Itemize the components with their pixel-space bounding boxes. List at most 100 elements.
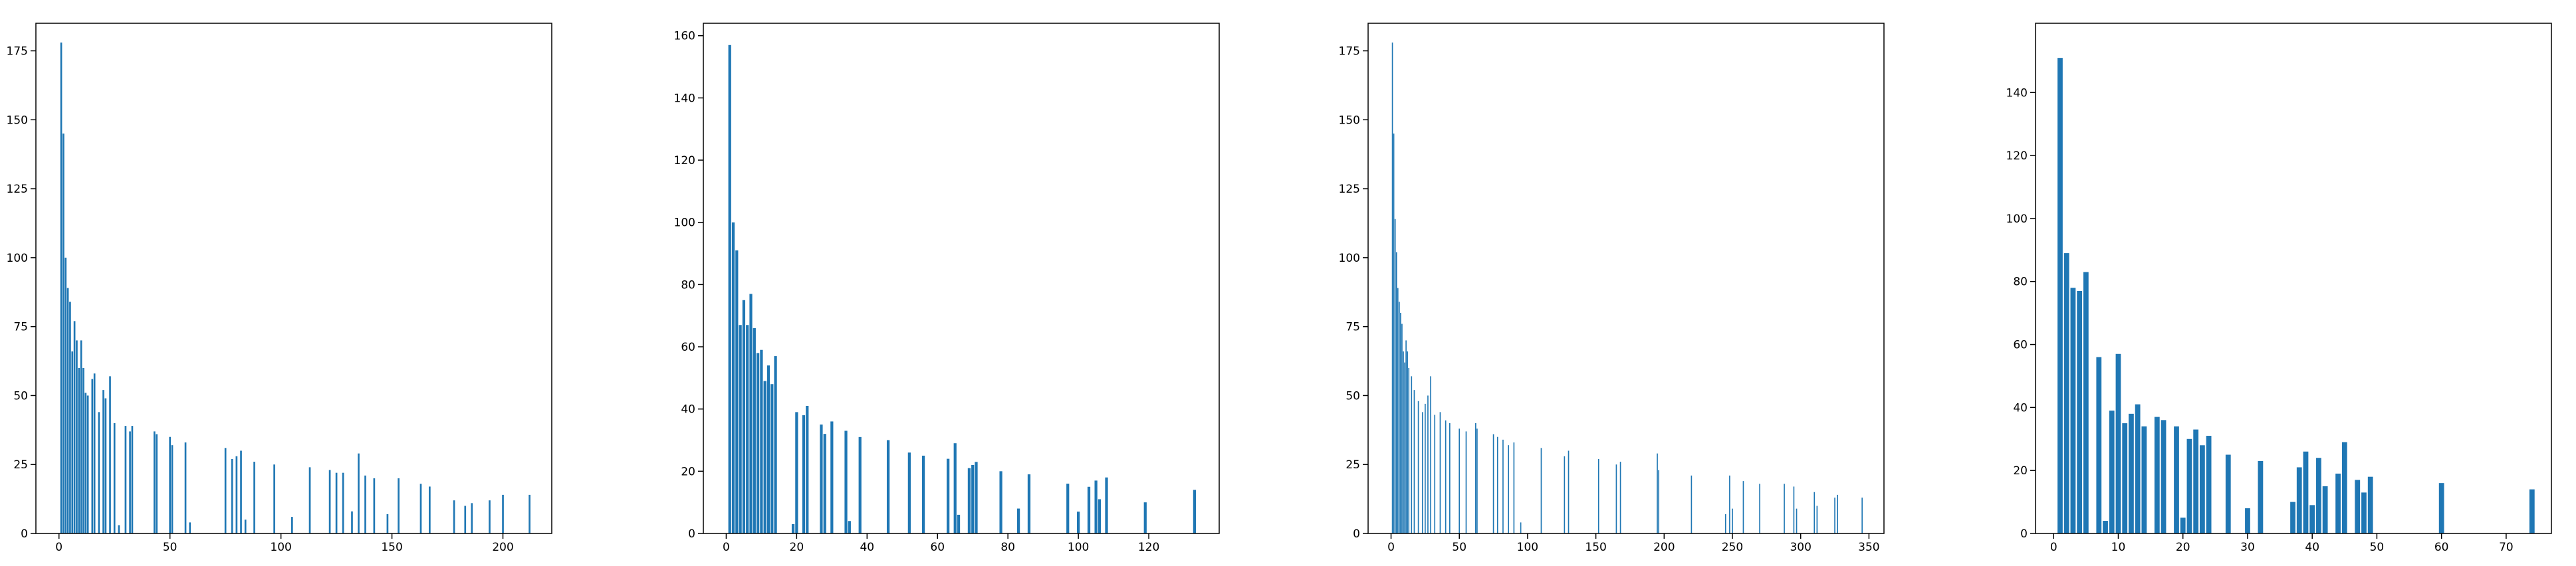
bar — [2290, 502, 2295, 533]
bar — [2063, 253, 2069, 533]
bar — [2438, 483, 2444, 533]
bar — [364, 475, 366, 533]
bar — [1143, 502, 1147, 533]
x-tick-label: 100 — [270, 541, 291, 554]
bar — [2309, 505, 2315, 533]
bar — [1816, 506, 1818, 533]
bar — [131, 426, 134, 533]
bar — [1098, 499, 1102, 533]
x-tick-label: 50 — [2370, 541, 2385, 554]
bar — [2529, 489, 2535, 533]
bar — [1814, 492, 1815, 533]
bar — [69, 302, 71, 533]
bar — [358, 453, 360, 533]
bar — [1066, 484, 1070, 533]
x-tick-label: 0 — [1387, 541, 1395, 554]
y-tick-label: 25 — [1346, 458, 1360, 472]
bar — [1397, 288, 1399, 533]
bar — [1861, 498, 1863, 533]
y-tick-label: 75 — [1346, 321, 1360, 334]
x-tick-label: 70 — [2499, 541, 2514, 554]
bar — [791, 523, 795, 533]
x-tick-label: 20 — [2176, 541, 2190, 554]
bar — [2322, 486, 2328, 533]
bar — [753, 328, 756, 533]
y-tick-label: 20 — [2013, 464, 2028, 478]
bar — [1459, 428, 1461, 533]
bar — [169, 436, 172, 533]
y-tick-label: 80 — [2013, 276, 2028, 289]
bar — [971, 464, 975, 533]
bar — [1193, 490, 1197, 533]
bar — [1408, 367, 1410, 533]
bar — [171, 445, 174, 533]
y-tick-label: 50 — [13, 389, 28, 403]
bar — [1411, 376, 1413, 533]
bar — [153, 431, 156, 533]
bar — [1400, 312, 1401, 533]
bar — [1564, 456, 1566, 533]
bar — [756, 353, 760, 533]
bar — [975, 462, 978, 533]
bar — [1027, 474, 1031, 533]
y-tick-label: 120 — [674, 154, 695, 167]
bar — [104, 398, 107, 533]
x-tick-label: 100 — [1517, 541, 1538, 554]
bar — [66, 288, 69, 533]
x-tick-label: 300 — [1790, 541, 1811, 554]
bar — [2077, 290, 2083, 533]
bar — [1568, 450, 1570, 533]
bar — [1449, 423, 1451, 533]
bar — [1417, 401, 1419, 533]
bar — [1784, 484, 1785, 533]
bar — [1399, 302, 1400, 533]
bar — [273, 464, 275, 533]
x-tick-label: 150 — [1585, 541, 1606, 554]
y-tick-label: 140 — [2006, 86, 2028, 100]
y-tick-label: 175 — [1339, 45, 1360, 58]
bar — [129, 431, 131, 533]
bar — [93, 373, 96, 533]
bar — [91, 379, 94, 533]
bar — [1394, 219, 1396, 533]
axes-frame — [2035, 23, 2552, 534]
bar — [844, 430, 848, 533]
bar — [1658, 470, 1659, 533]
bar — [802, 415, 806, 533]
bar — [746, 325, 749, 533]
bar — [907, 452, 911, 533]
bar — [1393, 134, 1395, 533]
y-tick-label: 50 — [1346, 389, 1360, 403]
bar — [419, 484, 422, 533]
x-tick-label: 100 — [1068, 541, 1089, 554]
x-tick-label: 10 — [2111, 541, 2126, 554]
bar — [2180, 518, 2186, 533]
bar — [886, 440, 890, 533]
bar — [1475, 423, 1476, 533]
bar — [1724, 514, 1726, 533]
bar — [2303, 451, 2309, 533]
x-tick-label: 200 — [492, 541, 513, 554]
bar — [1465, 431, 1467, 533]
bar — [1615, 464, 1617, 533]
bar — [749, 294, 753, 533]
bar — [1404, 362, 1405, 533]
y-tick-label: 100 — [7, 252, 28, 265]
bar — [373, 478, 376, 533]
bar — [86, 395, 89, 533]
bar — [763, 381, 766, 533]
bar — [1077, 512, 1080, 533]
bar — [60, 43, 62, 534]
bar — [2296, 467, 2302, 533]
y-tick-label: 0 — [2020, 527, 2028, 541]
bar — [156, 434, 158, 533]
bar — [2135, 404, 2141, 533]
x-tick-label: 80 — [1000, 541, 1015, 554]
bar — [1439, 412, 1441, 533]
bar — [2225, 454, 2231, 533]
bar — [335, 472, 338, 533]
bar — [253, 462, 255, 533]
bar — [489, 500, 491, 533]
bar — [2154, 417, 2160, 533]
